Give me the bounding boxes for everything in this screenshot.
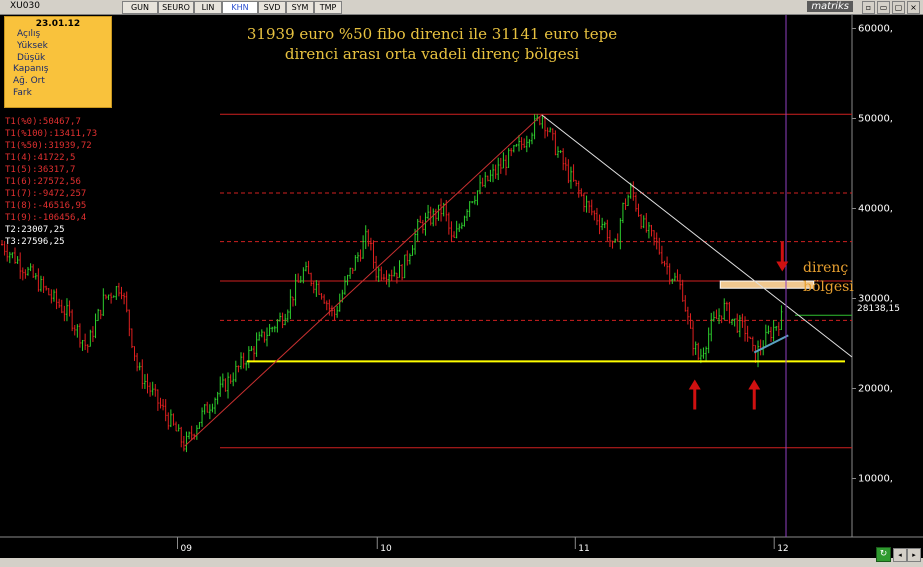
info-row-0: Açılış bbox=[17, 29, 41, 39]
scroll-right-icon[interactable]: ▸ bbox=[907, 548, 921, 562]
fibo-label-8: T1(9):-106456,4 bbox=[5, 213, 87, 223]
period-button-sym[interactable]: SYM bbox=[286, 1, 314, 14]
restore-icon[interactable]: ▢ bbox=[892, 1, 905, 14]
fibo-label-6: T1(7):-9472,257 bbox=[5, 189, 87, 199]
annotation-line-1: 31939 euro %50 fibo direnci ile 31141 eu… bbox=[246, 25, 618, 43]
x-tick-label-0: 09 bbox=[181, 544, 193, 554]
info-row-4: Ağ. Ort bbox=[13, 76, 45, 87]
last-price-label: 28138,15 bbox=[855, 303, 923, 316]
trendline-1 bbox=[541, 114, 853, 358]
y-tick-label-3: 40000, bbox=[858, 204, 893, 215]
chart-annotation: 31939 euro %50 fibo direnci ile 31141 eu… bbox=[232, 24, 632, 64]
y-tick-label-4: 50000, bbox=[858, 114, 893, 125]
period-button-khn[interactable]: KHN bbox=[222, 1, 258, 14]
trendline-2 bbox=[753, 334, 789, 354]
fibo-label-5: T1(6):27572,56 bbox=[5, 177, 81, 187]
maximize-icon[interactable]: ▭ bbox=[877, 1, 890, 14]
fibo-label-3: T1(4):41722,5 bbox=[5, 153, 76, 163]
period-button-seuro[interactable]: SEURO bbox=[158, 1, 194, 14]
fibonacci-levels-list: T1(%0):50467,7 T1(%100):13411,73 T1(%50):3… bbox=[5, 116, 97, 248]
fibo-label-7: T1(8):-46516,95 bbox=[5, 201, 87, 211]
ohlc-info-box: 23.01.12 Açılış Yüksek Düşük Kapanış Ağ. Ort… bbox=[4, 16, 112, 108]
plot-background bbox=[0, 15, 923, 537]
x-tick-label-1: 10 bbox=[380, 544, 392, 554]
y-tick-label-5: 60000, bbox=[858, 24, 893, 35]
resistance-zone-label: direnç bölgesi bbox=[803, 259, 854, 297]
annotation-line-2: direnci arası orta vadeli direnç bölgesi bbox=[284, 45, 580, 63]
x-axis-band bbox=[0, 538, 923, 558]
info-row-2: Düşük bbox=[17, 52, 46, 63]
x-tick-label-3: 12 bbox=[777, 544, 788, 554]
info-row-5: Fark bbox=[13, 87, 32, 98]
arrow-head-1 bbox=[748, 379, 761, 390]
scroll-left-icon[interactable]: ◂ bbox=[893, 548, 907, 562]
brand-logo: matriks bbox=[807, 1, 853, 12]
refresh-icon[interactable]: ↻ bbox=[876, 547, 891, 562]
minimize-icon[interactable]: ▫ bbox=[862, 1, 875, 14]
fibo-label-1: T1(%100):13411,73 bbox=[5, 129, 98, 139]
trendline-0 bbox=[184, 114, 543, 447]
period-button-lin[interactable]: LIN bbox=[194, 1, 222, 14]
resistance-label-line-1: direnç bbox=[803, 260, 849, 276]
arrow-head-2 bbox=[776, 261, 789, 272]
arrow-head-0 bbox=[688, 379, 701, 390]
info-date: 23.01.12 bbox=[35, 19, 81, 29]
fibo-label-2: T1(%50):31939,72 bbox=[5, 141, 92, 151]
fibo-label-9: T2:23007,25 bbox=[5, 225, 65, 235]
x-tick-label-2: 11 bbox=[578, 544, 589, 554]
status-bar bbox=[0, 558, 923, 567]
symbol-selector[interactable]: XU030 bbox=[10, 1, 40, 11]
chart-toolbar: XU030 GUN SEURO LIN KHN SVD SYM TMP matriks ▫ … bbox=[0, 0, 923, 15]
info-rows: Açılış Yüksek Düşük Kapanış Ağ. Ort Fark bbox=[5, 29, 111, 100]
period-button-gun[interactable]: GUN bbox=[122, 1, 158, 14]
close-icon[interactable]: × bbox=[907, 1, 920, 14]
fibo-label-10: T3:27596,25 bbox=[5, 237, 65, 247]
period-button-tmp[interactable]: TMP bbox=[314, 1, 342, 14]
fibo-label-4: T1(5):36317,7 bbox=[5, 165, 76, 175]
y-tick-label-0: 10000, bbox=[858, 474, 893, 485]
info-row-3: Kapanış bbox=[13, 64, 49, 75]
y-tick-label-1: 20000, bbox=[858, 384, 893, 395]
period-button-svd[interactable]: SVD bbox=[258, 1, 286, 14]
info-row-1: Yüksek bbox=[17, 40, 48, 51]
resistance-label-line-2: bölgesi bbox=[803, 279, 854, 295]
y-tick-label-2: 30000, bbox=[858, 294, 893, 305]
resistance-zone-band bbox=[719, 280, 815, 289]
fibo-label-0: T1(%0):50467,7 bbox=[5, 117, 81, 127]
